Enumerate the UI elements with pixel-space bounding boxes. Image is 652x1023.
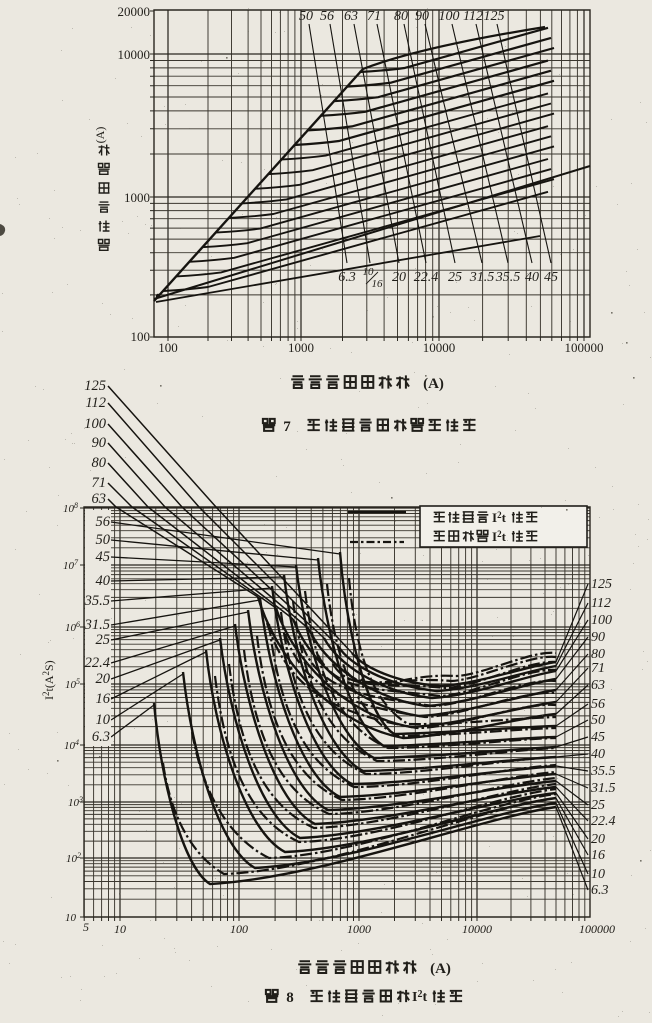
svg-text:80: 80: [394, 9, 408, 24]
svg-text:56: 56: [320, 9, 334, 24]
svg-text:125: 125: [484, 9, 505, 24]
svg-text:100: 100: [439, 9, 460, 24]
svg-text:40: 40: [591, 747, 605, 762]
svg-text:10: 10: [591, 867, 605, 882]
svg-text:112: 112: [85, 395, 106, 411]
svg-text:I2t: I2t: [412, 989, 427, 1005]
svg-text:50: 50: [96, 532, 111, 548]
svg-text:7: 7: [283, 419, 291, 435]
svg-text:50: 50: [299, 9, 313, 24]
svg-text:10000: 10000: [462, 922, 492, 936]
svg-text:I2t: I2t: [492, 510, 507, 525]
svg-text:125: 125: [84, 378, 106, 394]
svg-text:25: 25: [448, 270, 462, 285]
svg-text:56: 56: [591, 697, 605, 712]
svg-text:40: 40: [525, 270, 539, 285]
svg-text:35.5: 35.5: [495, 270, 521, 285]
svg-text:(A): (A): [423, 376, 444, 392]
svg-text:63: 63: [344, 9, 358, 24]
svg-text:100: 100: [84, 416, 107, 432]
svg-text:6.3: 6.3: [591, 883, 609, 898]
svg-text:100: 100: [131, 329, 151, 344]
svg-text:100000: 100000: [579, 922, 615, 936]
svg-text:8: 8: [286, 990, 294, 1006]
svg-text:25: 25: [96, 632, 111, 648]
svg-text:1000: 1000: [288, 340, 314, 355]
svg-text:31.5: 31.5: [469, 270, 495, 285]
svg-text:25: 25: [591, 798, 605, 813]
svg-text:10000: 10000: [423, 340, 456, 355]
svg-text:6.3: 6.3: [92, 729, 110, 745]
svg-text:20000: 20000: [118, 4, 151, 19]
svg-text:(A): (A): [93, 127, 107, 144]
svg-text:45: 45: [591, 730, 605, 745]
svg-text:100: 100: [230, 922, 248, 936]
svg-text:56: 56: [96, 514, 111, 530]
svg-text:10: 10: [363, 266, 375, 278]
svg-text:31.5: 31.5: [84, 617, 110, 633]
svg-text:22.4: 22.4: [414, 270, 439, 285]
svg-text:100: 100: [591, 613, 612, 628]
svg-text:I2t: I2t: [492, 529, 507, 544]
svg-text:45: 45: [544, 270, 558, 285]
svg-text:16: 16: [372, 278, 384, 290]
svg-text:10000: 10000: [118, 47, 151, 62]
svg-text:1000: 1000: [347, 922, 371, 936]
svg-text:6.3: 6.3: [338, 270, 356, 285]
svg-text:80: 80: [591, 647, 605, 662]
svg-text:(A): (A): [430, 961, 451, 977]
svg-text:90: 90: [591, 630, 605, 645]
svg-text:1000: 1000: [124, 190, 150, 205]
svg-text:125: 125: [591, 577, 612, 592]
svg-text:10: 10: [65, 912, 77, 924]
svg-text:10: 10: [96, 712, 111, 728]
svg-text:100000: 100000: [565, 340, 604, 355]
svg-text:22.4: 22.4: [591, 814, 616, 829]
svg-text:16: 16: [591, 848, 605, 863]
svg-text:20: 20: [591, 832, 605, 847]
svg-text:I2t(A2S): I2t(A2S): [41, 660, 56, 700]
svg-text:71: 71: [367, 9, 381, 24]
svg-text:71: 71: [92, 475, 107, 491]
svg-text:100: 100: [158, 340, 178, 355]
svg-text:5: 5: [83, 920, 89, 934]
svg-text:40: 40: [96, 573, 111, 589]
svg-text:90: 90: [92, 435, 107, 451]
svg-text:45: 45: [96, 549, 111, 565]
svg-text:22.4: 22.4: [85, 655, 110, 671]
svg-text:20: 20: [96, 671, 111, 687]
svg-text:50: 50: [591, 713, 605, 728]
svg-text:31.5: 31.5: [590, 781, 616, 796]
svg-text:16: 16: [96, 691, 111, 707]
svg-text:35.5: 35.5: [84, 593, 110, 609]
svg-text:10: 10: [114, 922, 126, 936]
svg-text:90: 90: [415, 9, 429, 24]
svg-text:112: 112: [591, 596, 611, 611]
svg-text:80: 80: [92, 455, 107, 471]
svg-text:112: 112: [463, 9, 483, 24]
svg-text:35.5: 35.5: [590, 764, 616, 779]
svg-text:63: 63: [591, 678, 605, 693]
svg-text:63: 63: [92, 491, 107, 507]
svg-text:20: 20: [392, 270, 406, 285]
svg-text:71: 71: [591, 661, 605, 676]
